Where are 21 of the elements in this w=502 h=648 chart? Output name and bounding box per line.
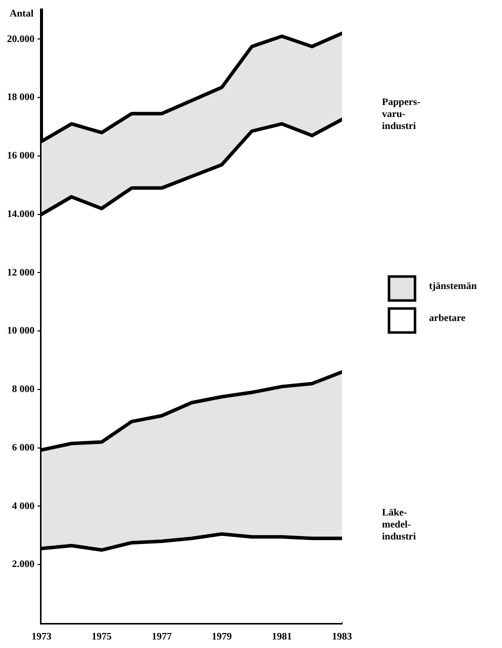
y-tick-label: 18 000 bbox=[7, 92, 34, 104]
x-tick-label: 1975 bbox=[92, 632, 112, 643]
x-tick-label: 1981 bbox=[272, 632, 292, 643]
y-tick-label: 10 000 bbox=[7, 326, 34, 337]
x-tick-label: 1973 bbox=[32, 632, 52, 643]
text: Läke- medel- industri bbox=[382, 508, 416, 542]
x-tick-label: 1983 bbox=[332, 632, 352, 643]
legend-label: tjänstemän bbox=[429, 281, 478, 292]
y-tick-label: 16 000 bbox=[7, 150, 34, 162]
y-tick-label: 20.000 bbox=[7, 34, 34, 45]
y-tick-label: 12 000 bbox=[7, 267, 34, 278]
legend-label: arbetare bbox=[429, 313, 466, 324]
y-tick-label: 6 000 bbox=[12, 442, 34, 454]
y-axis-title: Antal bbox=[10, 8, 34, 20]
text: Pappers- varu- industri bbox=[382, 96, 420, 132]
x-tick-label: 1977 bbox=[152, 632, 172, 643]
y-tick-label: 14.000 bbox=[7, 208, 34, 220]
y-tick-label: 2.000 bbox=[12, 559, 34, 570]
y-tick-label: 8 000 bbox=[12, 384, 34, 396]
y-tick-label: 4 000 bbox=[12, 500, 34, 512]
x-tick-label: 1979 bbox=[212, 632, 232, 643]
